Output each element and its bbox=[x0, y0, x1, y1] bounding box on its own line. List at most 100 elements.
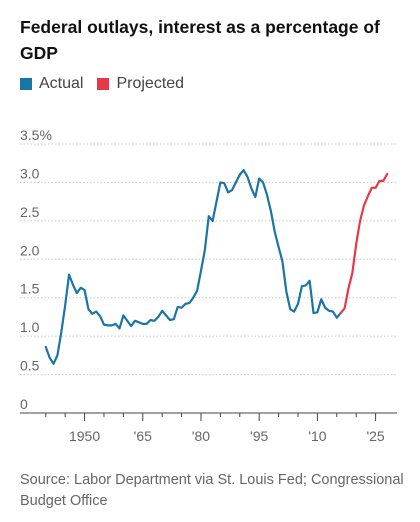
data-point-projected-2024 bbox=[371, 187, 373, 189]
x-tick-label-4: '10 bbox=[308, 428, 326, 444]
x-tick-label-5: '25 bbox=[366, 428, 384, 444]
data-point-actual-2013 bbox=[328, 310, 330, 312]
data-point-actual-1973 bbox=[173, 318, 175, 320]
data-point-actual-1964 bbox=[138, 321, 140, 323]
y-tick-label-4: 2.0 bbox=[20, 242, 40, 258]
data-point-actual-1953 bbox=[95, 310, 97, 312]
data-point-actual-1987 bbox=[227, 191, 229, 193]
data-point-actual-1968 bbox=[153, 320, 155, 322]
y-tick-label-1: 0.5 bbox=[20, 358, 40, 374]
legend-label-projected: Projected bbox=[116, 75, 185, 92]
data-point-actual-1943 bbox=[56, 354, 58, 356]
data-point-actual-1955 bbox=[103, 324, 105, 326]
data-point-actual-1952 bbox=[91, 313, 93, 315]
y-tick-label-0: 0 bbox=[20, 396, 28, 412]
data-point-actual-2004 bbox=[293, 310, 295, 312]
data-point-actual-1997 bbox=[266, 194, 268, 196]
data-point-actual-1980 bbox=[200, 270, 202, 272]
data-point-actual-2015 bbox=[336, 317, 338, 319]
data-point-actual-2010 bbox=[316, 311, 318, 313]
data-point-actual-1956 bbox=[107, 324, 109, 326]
legend-item-actual: Actual bbox=[20, 74, 83, 94]
data-point-actual-1954 bbox=[99, 315, 101, 317]
data-point-actual-1993 bbox=[250, 187, 252, 189]
data-point-actual-1960 bbox=[122, 314, 124, 316]
y-tick-label-7: 3.5% bbox=[20, 127, 52, 143]
data-point-actual-2001 bbox=[281, 260, 283, 262]
chart-title: Federal outlays, interest as a percentag… bbox=[20, 17, 380, 63]
data-point-projected-2021 bbox=[359, 220, 361, 222]
data-point-actual-1995 bbox=[258, 177, 260, 179]
legend: Actual Projected bbox=[20, 74, 198, 94]
legend-swatch-projected bbox=[97, 78, 110, 90]
data-point-projected-2020 bbox=[355, 243, 357, 245]
series-line-actual bbox=[44, 169, 342, 365]
data-point-actual-1940 bbox=[45, 346, 47, 348]
data-point-actual-1986 bbox=[223, 182, 225, 184]
data-point-actual-1981 bbox=[204, 249, 206, 251]
data-point-actual-1996 bbox=[262, 181, 264, 183]
data-point-actual-2008 bbox=[309, 280, 311, 282]
legend-swatch-actual bbox=[20, 78, 32, 90]
data-point-actual-1970 bbox=[161, 310, 163, 312]
data-point-actual-1962 bbox=[130, 325, 132, 327]
data-point-actual-1967 bbox=[149, 319, 151, 321]
data-point-actual-1957 bbox=[111, 324, 113, 326]
data-point-actual-1974 bbox=[177, 306, 179, 308]
data-point-actual-1991 bbox=[243, 169, 245, 171]
source-note: Source: Labor Department via St. Louis F… bbox=[20, 472, 404, 509]
data-point-actual-1983 bbox=[212, 220, 214, 222]
data-point-actual-1950 bbox=[83, 289, 85, 291]
legend-item-projected: Projected bbox=[97, 74, 184, 94]
data-point-actual-1944 bbox=[60, 331, 62, 333]
data-point-actual-1942 bbox=[52, 363, 54, 365]
data-point-actual-2006 bbox=[301, 285, 303, 287]
x-tick-label-3: '95 bbox=[250, 428, 268, 444]
data-point-actual-2005 bbox=[297, 303, 299, 305]
data-point-projected-2018 bbox=[347, 287, 349, 289]
data-point-actual-1947 bbox=[72, 284, 74, 286]
data-point-actual-1961 bbox=[126, 320, 128, 322]
data-point-projected-2025 bbox=[374, 187, 376, 189]
data-point-actual-1976 bbox=[184, 303, 186, 305]
x-tick-label-0: 1950 bbox=[69, 428, 100, 444]
data-point-actual-1966 bbox=[146, 323, 148, 325]
data-point-actual-2007 bbox=[305, 284, 307, 286]
data-point-actual-1988 bbox=[231, 189, 233, 191]
data-point-actual-1958 bbox=[115, 323, 117, 325]
data-point-actual-1979 bbox=[196, 290, 198, 292]
data-point-projected-2027 bbox=[382, 180, 384, 182]
data-point-projected-2023 bbox=[367, 195, 369, 197]
y-tick-label-3: 1.5 bbox=[20, 281, 40, 297]
data-point-actual-1945 bbox=[64, 304, 66, 306]
data-point-projected-2016 bbox=[340, 312, 342, 314]
y-tick-label-5: 2.5 bbox=[20, 204, 40, 220]
series-line-projected bbox=[339, 172, 389, 315]
data-point-actual-1994 bbox=[254, 196, 256, 198]
data-point-projected-2026 bbox=[378, 180, 380, 182]
y-tick-label-6: 3.0 bbox=[20, 165, 40, 181]
data-point-actual-1963 bbox=[134, 320, 136, 322]
data-point-actual-1946 bbox=[68, 274, 70, 276]
data-point-actual-2003 bbox=[289, 308, 291, 310]
data-point-actual-2002 bbox=[285, 290, 287, 292]
data-point-actual-1965 bbox=[142, 323, 144, 325]
x-tick-label-1: '65 bbox=[134, 428, 152, 444]
data-point-actual-1982 bbox=[208, 215, 210, 217]
data-point-actual-1948 bbox=[76, 292, 78, 294]
data-point-actual-2011 bbox=[320, 298, 322, 300]
data-point-projected-2017 bbox=[343, 307, 345, 309]
data-point-actual-2009 bbox=[312, 312, 314, 314]
data-point-actual-2012 bbox=[324, 307, 326, 309]
data-point-actual-1975 bbox=[180, 307, 182, 309]
data-point-actual-1978 bbox=[192, 297, 194, 299]
y-tick-label-2: 1.0 bbox=[20, 319, 40, 335]
legend-label-actual: Actual bbox=[39, 75, 84, 92]
data-point-actual-1998 bbox=[270, 210, 272, 212]
data-point-projected-2019 bbox=[351, 272, 353, 274]
data-point-projected-2028 bbox=[386, 173, 388, 175]
data-point-actual-1984 bbox=[215, 201, 217, 203]
data-point-actual-1977 bbox=[188, 302, 190, 304]
data-point-actual-2000 bbox=[277, 246, 279, 248]
